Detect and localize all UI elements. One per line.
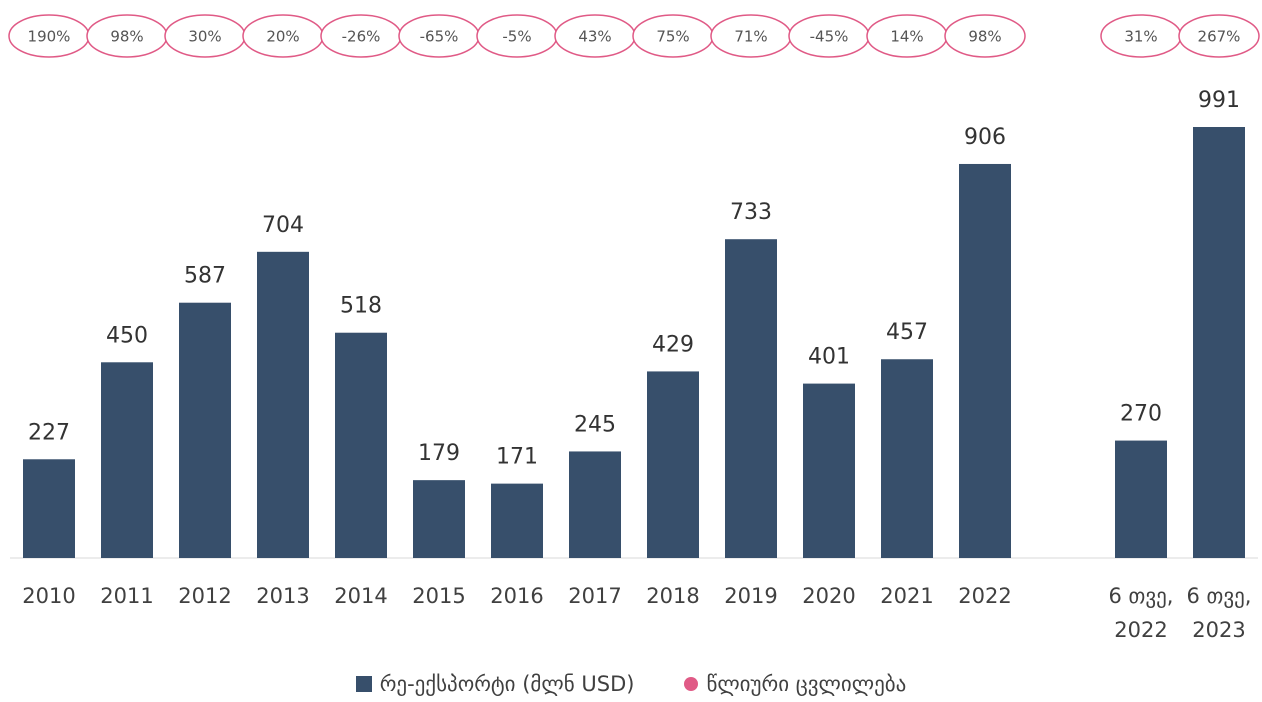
legend-item: წლიური ცვლილება <box>684 672 906 696</box>
bar <box>881 359 933 558</box>
bar <box>959 163 1011 558</box>
x-tick-label: 2013 <box>256 584 310 608</box>
change-label: -65% <box>420 28 459 46</box>
data-label: 733 <box>730 200 772 225</box>
change-label: 14% <box>890 28 923 46</box>
data-label: 429 <box>652 332 694 357</box>
data-label: 227 <box>28 420 70 445</box>
data-label: 704 <box>262 213 304 238</box>
bar <box>1115 440 1167 558</box>
legend-swatch <box>684 677 699 691</box>
x-tick-label: 2012 <box>178 584 232 608</box>
change-label: -45% <box>810 28 849 46</box>
change-label: 267% <box>1198 28 1241 46</box>
legend-item: რე-ექსპორტი (მლნ USD) <box>355 672 635 696</box>
data-label: 906 <box>964 125 1006 150</box>
change-label: 190% <box>28 28 71 46</box>
change-label: -5% <box>502 28 531 46</box>
bar <box>647 371 699 558</box>
x-tick-label: 6 თვე, 2023 <box>1186 584 1252 642</box>
bar <box>803 383 855 558</box>
data-label: 587 <box>184 264 226 289</box>
data-label: 401 <box>808 345 850 370</box>
bar <box>335 332 387 558</box>
change-label: 43% <box>578 28 611 46</box>
x-tick-label: 2010 <box>22 584 76 608</box>
legend-label: წლიური ცვლილება <box>706 672 907 696</box>
change-label: 98% <box>110 28 143 46</box>
bar <box>257 251 309 559</box>
x-tick-label: 2022 <box>958 584 1012 608</box>
change-badge <box>1178 14 1260 58</box>
change-label: 71% <box>734 28 767 46</box>
bar <box>23 459 75 558</box>
x-tick-label: 2021 <box>880 584 934 608</box>
legend-swatch <box>355 676 372 692</box>
x-tick-label: 2011 <box>100 584 154 608</box>
x-tick-label: 2015 <box>412 584 466 608</box>
data-label: 457 <box>886 320 928 345</box>
bar <box>725 239 777 558</box>
change-label: 31% <box>1124 28 1157 46</box>
bar <box>491 483 543 558</box>
x-tick-label: 2018 <box>646 584 700 608</box>
data-label: 270 <box>1120 402 1162 427</box>
bar <box>413 480 465 558</box>
legend: რე-ექსპორტი (მლნ USD) წლიური ცვლილება <box>0 672 1262 696</box>
x-tick-label: 2020 <box>802 584 856 608</box>
legend-label: რე-ექსპორტი (მლნ USD) <box>379 672 635 696</box>
x-tick-label: 2016 <box>490 584 544 608</box>
bar <box>101 362 153 558</box>
data-label: 245 <box>574 412 616 437</box>
bar <box>1193 127 1245 558</box>
data-label: 179 <box>418 441 460 466</box>
change-badge <box>944 14 1026 58</box>
data-label: 518 <box>340 294 382 319</box>
data-label: 450 <box>106 323 148 348</box>
x-tick-label: 6 თვე, 2022 <box>1108 584 1174 642</box>
change-label: 98% <box>968 28 1001 46</box>
bar <box>179 302 231 558</box>
data-label: 171 <box>496 445 538 470</box>
bar <box>569 451 621 558</box>
x-tick-label: 2014 <box>334 584 388 608</box>
change-label: 30% <box>188 28 221 46</box>
x-tick-label: 2019 <box>724 584 778 608</box>
x-tick-label: 2017 <box>568 584 622 608</box>
change-label: 20% <box>266 28 299 46</box>
change-label: 75% <box>656 28 689 46</box>
change-label: -26% <box>342 28 381 46</box>
data-label: 991 <box>1198 88 1240 113</box>
